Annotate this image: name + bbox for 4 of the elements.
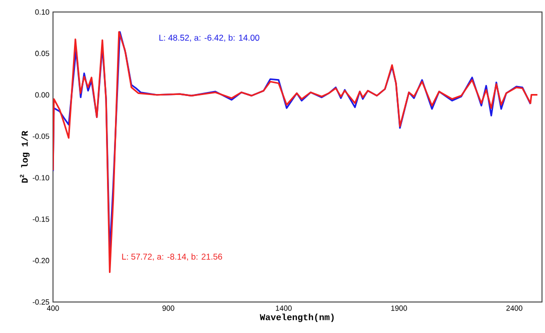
series-label: L: 57.72, a: -8.14, b: 21.56 (122, 253, 222, 261)
y-axis-title: D$^{2}$ log 1/R (20, 130, 30, 183)
x-axis-title: Wavelength(nm) (260, 314, 334, 322)
text: L: 48.52, a: -6.42, b: 14.00 (159, 34, 260, 42)
